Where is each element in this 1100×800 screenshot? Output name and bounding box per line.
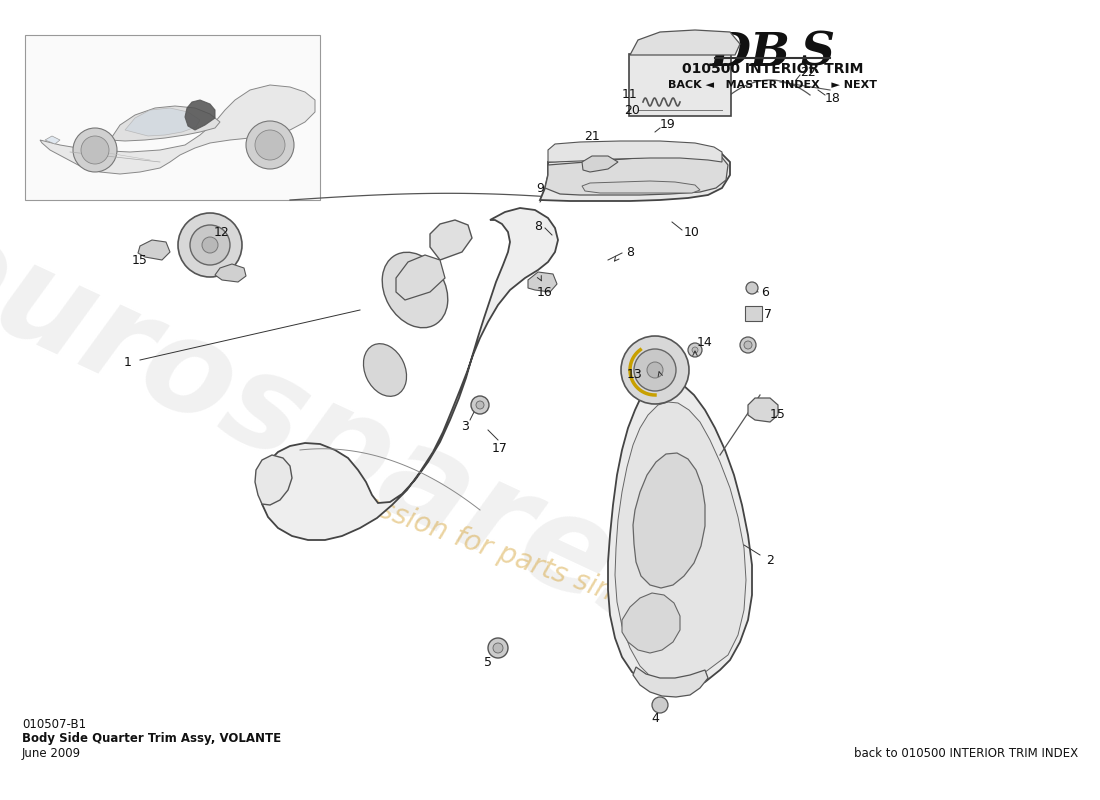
Text: 010500 INTERIOR TRIM: 010500 INTERIOR TRIM — [682, 62, 864, 76]
Polygon shape — [582, 156, 618, 172]
Text: 15: 15 — [770, 409, 785, 422]
Text: 16: 16 — [537, 286, 553, 298]
Text: 18: 18 — [825, 91, 840, 105]
Text: S: S — [800, 30, 834, 76]
Text: 21: 21 — [584, 130, 600, 142]
Text: 9: 9 — [536, 182, 543, 194]
Circle shape — [493, 643, 503, 653]
Polygon shape — [748, 398, 778, 422]
Text: 7: 7 — [764, 309, 772, 322]
Polygon shape — [544, 153, 728, 195]
Polygon shape — [582, 181, 700, 193]
Circle shape — [634, 349, 676, 391]
Circle shape — [255, 130, 285, 160]
Circle shape — [476, 401, 484, 409]
Polygon shape — [255, 455, 292, 505]
Text: Body Side Quarter Trim Assy, VOLANTE: Body Side Quarter Trim Assy, VOLANTE — [22, 732, 282, 745]
Text: 5: 5 — [484, 655, 492, 669]
Text: 3: 3 — [461, 421, 469, 434]
Text: 15: 15 — [132, 254, 147, 266]
Circle shape — [81, 136, 109, 164]
Text: 8: 8 — [626, 246, 634, 258]
Circle shape — [471, 396, 490, 414]
Circle shape — [692, 347, 698, 353]
Circle shape — [73, 128, 117, 172]
Circle shape — [488, 638, 508, 658]
Circle shape — [740, 337, 756, 353]
Polygon shape — [260, 208, 558, 540]
Text: back to 010500 INTERIOR TRIM INDEX: back to 010500 INTERIOR TRIM INDEX — [854, 747, 1078, 760]
Polygon shape — [45, 136, 60, 144]
Text: June 2009: June 2009 — [22, 747, 81, 760]
Circle shape — [202, 237, 218, 253]
Circle shape — [746, 282, 758, 294]
Text: 10: 10 — [684, 226, 700, 239]
Polygon shape — [214, 264, 246, 282]
Text: BACK ◄   MASTER INDEX   ► NEXT: BACK ◄ MASTER INDEX ► NEXT — [669, 80, 878, 90]
Text: 13: 13 — [627, 369, 642, 382]
Text: DB: DB — [710, 30, 790, 76]
Circle shape — [688, 343, 702, 357]
Text: 8: 8 — [534, 219, 542, 233]
Text: 6: 6 — [761, 286, 769, 298]
Polygon shape — [138, 240, 170, 260]
Circle shape — [190, 225, 230, 265]
Text: 010507-B1: 010507-B1 — [22, 718, 86, 731]
Text: 4: 4 — [651, 711, 659, 725]
Text: a passion for parts since 1985: a passion for parts since 1985 — [318, 475, 722, 645]
Polygon shape — [40, 85, 315, 174]
Ellipse shape — [363, 344, 407, 396]
Polygon shape — [110, 106, 220, 141]
Polygon shape — [548, 141, 722, 162]
Text: 2: 2 — [766, 554, 774, 566]
Text: eurospares: eurospares — [0, 196, 705, 664]
Text: 20: 20 — [624, 103, 640, 117]
Circle shape — [178, 213, 242, 277]
Polygon shape — [125, 108, 200, 136]
Polygon shape — [185, 100, 214, 130]
Text: 22: 22 — [800, 66, 816, 78]
Polygon shape — [528, 272, 557, 292]
FancyBboxPatch shape — [25, 35, 320, 200]
Polygon shape — [430, 220, 472, 260]
Polygon shape — [630, 30, 740, 55]
Text: 14: 14 — [697, 335, 713, 349]
Ellipse shape — [382, 252, 448, 328]
Polygon shape — [632, 667, 708, 697]
Text: 17: 17 — [492, 442, 508, 454]
Text: 19: 19 — [660, 118, 675, 130]
FancyBboxPatch shape — [745, 306, 761, 321]
Circle shape — [647, 362, 663, 378]
Text: 11: 11 — [623, 87, 638, 101]
Polygon shape — [615, 402, 746, 684]
Circle shape — [621, 336, 689, 404]
Text: 1: 1 — [124, 357, 132, 370]
Circle shape — [744, 341, 752, 349]
Polygon shape — [621, 593, 680, 653]
Circle shape — [246, 121, 294, 169]
Polygon shape — [632, 453, 705, 588]
FancyBboxPatch shape — [629, 54, 732, 116]
Polygon shape — [396, 255, 446, 300]
Polygon shape — [540, 150, 730, 201]
Text: 12: 12 — [214, 226, 230, 238]
Polygon shape — [608, 380, 752, 690]
Circle shape — [652, 697, 668, 713]
